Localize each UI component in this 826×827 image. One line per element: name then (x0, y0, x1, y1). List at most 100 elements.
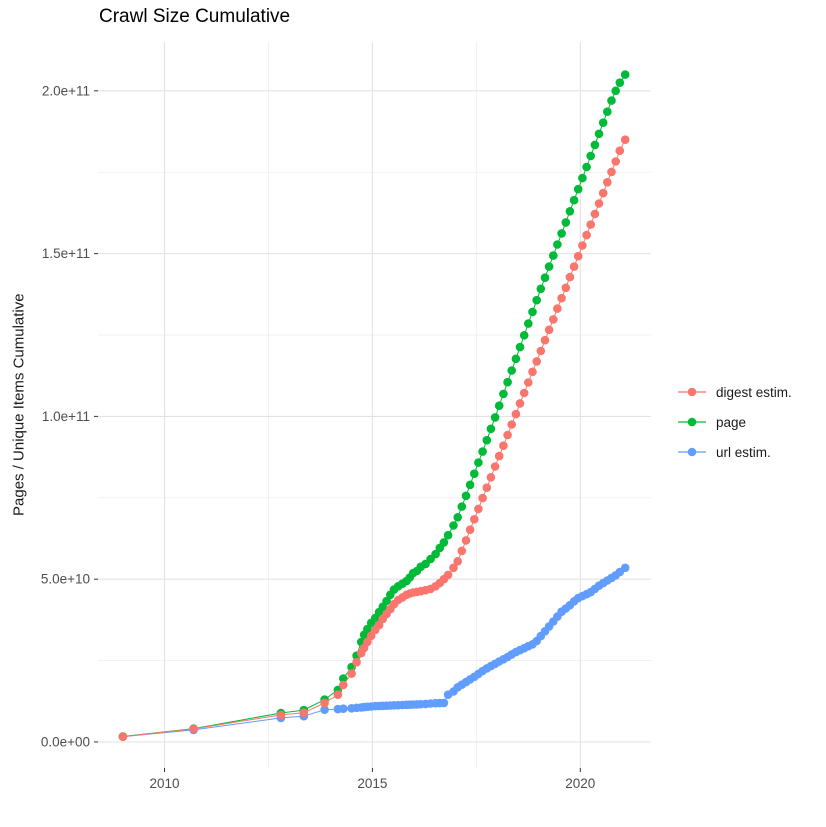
data-point-digest-estim- (536, 346, 546, 356)
data-point-page (573, 184, 583, 194)
legend-key-point (687, 387, 697, 397)
data-point-page (478, 447, 487, 456)
series-line-url-estim- (122, 567, 626, 738)
data-point-digest-estim- (333, 690, 343, 699)
data-point-page (565, 207, 575, 216)
data-point-page (453, 513, 463, 522)
data-point-digest-estim- (569, 262, 579, 271)
data-point-digest-estim- (532, 357, 541, 366)
data-point-page (582, 162, 591, 172)
data-point-digest-estim- (565, 272, 575, 282)
data-point-page (569, 195, 579, 205)
data-point-page (528, 307, 537, 317)
data-point-page (553, 240, 562, 249)
data-point-digest-estim- (544, 325, 554, 335)
data-point-page (603, 107, 612, 116)
data-point-page (507, 366, 516, 375)
data-point-page (465, 480, 475, 490)
data-point-page (620, 70, 630, 79)
data-point-digest-estim- (482, 483, 492, 493)
data-point-page (586, 151, 595, 161)
y-tick-label: 0.0e+00 (41, 734, 90, 749)
y-tick-label: 1.5e+11 (42, 246, 90, 261)
data-point-digest-estim- (615, 146, 625, 155)
x-tick-label: 2010 (150, 776, 180, 791)
data-point-page (511, 354, 521, 364)
data-point-digest-estim- (553, 304, 562, 313)
data-point-url-estim- (320, 705, 329, 714)
data-point-digest-estim- (611, 157, 620, 166)
data-point-digest-estim- (347, 669, 356, 678)
y-tick-label: 1.0e+11 (42, 409, 90, 424)
data-point-url-estim- (339, 704, 348, 713)
data-point-digest-estim- (276, 710, 286, 720)
data-point-digest-estim- (339, 680, 348, 690)
data-point-digest-estim- (528, 367, 537, 377)
chart-title: Crawl Size Cumulative (99, 6, 291, 27)
data-point-digest-estim- (478, 493, 487, 503)
y-tick-label: 5.0e+10 (41, 572, 90, 587)
legend-key-icon (678, 417, 706, 427)
data-point-page (449, 521, 458, 530)
data-point-digest-estim- (453, 557, 463, 566)
data-point-page (339, 674, 348, 683)
data-point-page (515, 342, 525, 352)
legend-key-point (687, 447, 697, 457)
data-point-url-estim- (439, 698, 449, 708)
legend-item-digest-estim-: digest estim. (676, 377, 792, 407)
legend-item-page: page (676, 407, 792, 437)
data-point-digest-estim- (352, 657, 361, 667)
data-point-page (439, 538, 449, 547)
data-point-page (544, 262, 554, 271)
data-point-page (363, 624, 372, 634)
data-point-digest-estim- (449, 563, 458, 573)
data-point-digest-estim- (582, 230, 591, 240)
x-tick-label: 2020 (565, 776, 595, 791)
legend-key-icon (678, 447, 706, 457)
data-point-digest-estim- (443, 570, 453, 580)
data-point-page (474, 458, 483, 467)
y-tick-label: 2.0e+11 (42, 83, 90, 98)
data-point-digest-estim- (486, 473, 496, 482)
data-point-page (549, 251, 558, 260)
data-point-page (561, 218, 571, 227)
data-point-digest-estim- (524, 378, 533, 387)
data-point-digest-estim- (515, 399, 525, 408)
series-line-digest-estim- (122, 139, 626, 738)
data-point-digest-estim- (470, 515, 479, 524)
data-point-digest-estim- (503, 430, 512, 440)
data-point-page (594, 129, 604, 139)
x-tick-label: 2015 (357, 776, 387, 791)
data-point-digest-estim- (607, 167, 616, 177)
data-point-page (461, 491, 471, 501)
data-point-digest-estim- (457, 546, 467, 556)
data-point-page (578, 173, 587, 183)
data-point-page (611, 86, 620, 96)
data-point-page (490, 413, 500, 422)
data-point-digest-estim- (540, 335, 550, 345)
data-point-digest-estim- (578, 241, 587, 250)
data-point-digest-estim- (299, 708, 309, 717)
data-point-digest-estim- (320, 698, 329, 708)
legend-item-url-estim-: url estim. (676, 437, 792, 467)
data-point-page (557, 229, 566, 238)
data-point-page (519, 331, 529, 340)
legend-label: url estim. (716, 444, 771, 460)
data-point-page (598, 118, 608, 127)
data-point-page (482, 435, 492, 445)
data-point-page (590, 140, 600, 150)
data-point-digest-estim- (461, 536, 471, 545)
data-point-digest-estim- (519, 388, 529, 398)
data-point-digest-estim- (586, 220, 595, 229)
data-point-digest-estim- (494, 451, 504, 461)
data-point-page (431, 549, 440, 559)
data-point-page (457, 502, 467, 511)
legend: digest estim. page url estim. (676, 377, 792, 467)
y-axis-title: Pages / Unique Items Cumulative (10, 293, 28, 517)
legend-label: page (716, 414, 747, 430)
data-point-page (607, 96, 616, 105)
data-point-digest-estim- (573, 251, 583, 261)
data-point-page (494, 401, 504, 411)
data-point-page (615, 78, 625, 87)
